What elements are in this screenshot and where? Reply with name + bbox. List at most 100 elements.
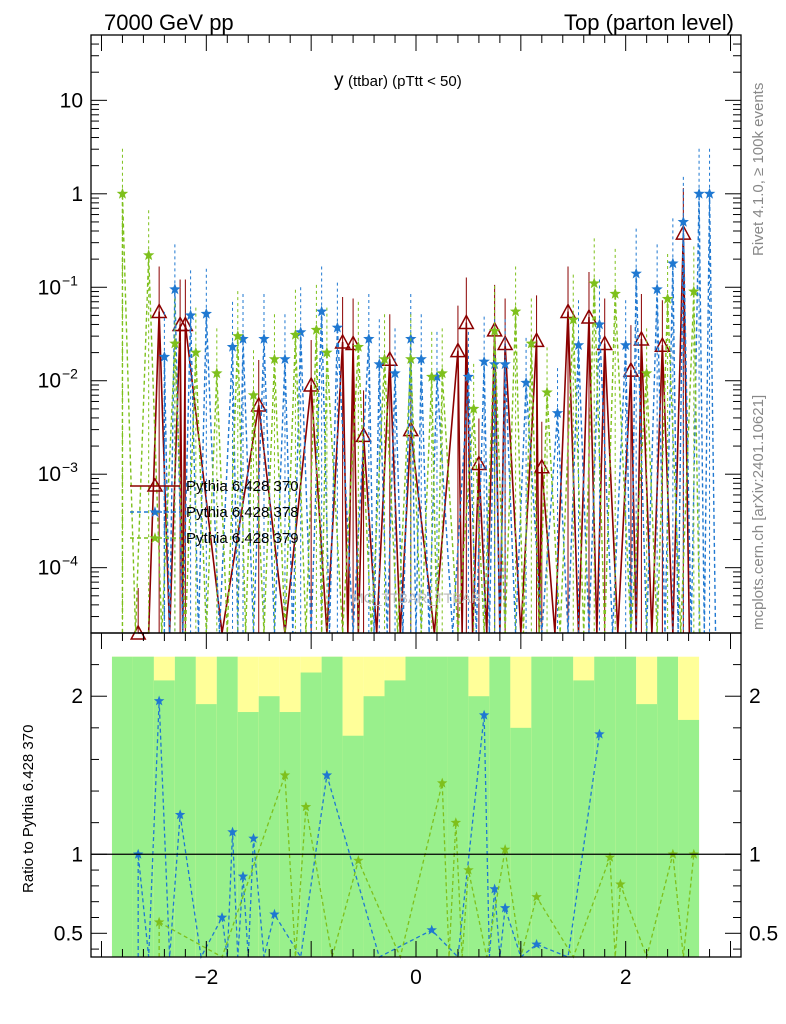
watermark: MC_TTBAR_TTBAR <box>352 590 482 606</box>
legend-marker-blue-star-icon: ★ <box>130 504 180 521</box>
y-tick-label: 10 <box>60 89 83 112</box>
ratio-point-star <box>531 938 542 949</box>
plot-title: y (ttbar) (pTtt < 50) <box>334 70 462 92</box>
data-point-star <box>551 407 564 418</box>
x-tick-label: 2 <box>620 966 632 989</box>
green-band-bin <box>195 704 217 957</box>
legend-entry-370: Pythia 6.428 370 <box>130 475 299 497</box>
data-point-star <box>693 187 705 199</box>
y-tick-label: 10 <box>38 276 61 299</box>
ratio-y-tick-label-right: 2 <box>749 685 761 708</box>
data-point-star <box>378 353 391 364</box>
data-point-star <box>232 330 244 341</box>
data-point-star <box>389 367 401 379</box>
svg-text:★: ★ <box>148 504 161 521</box>
data-point-star <box>289 328 302 340</box>
ratio-point-star <box>227 826 238 837</box>
data-point-star <box>169 337 181 349</box>
green-band-bin <box>573 680 595 957</box>
legend-entry-379: ★ Pythia 6.428 379 <box>130 527 299 549</box>
legend-label-370: Pythia 6.428 370 <box>186 477 299 495</box>
green-band-bin <box>657 656 679 957</box>
data-point-star <box>116 187 129 199</box>
data-point-triangle <box>596 334 613 351</box>
ratio-point-star <box>153 695 165 706</box>
y-tick-label: 10 <box>38 370 61 393</box>
header-right: Top (parton level) <box>564 10 734 35</box>
green-band-bin <box>468 696 490 957</box>
data-point-star <box>211 367 223 379</box>
data-point-star <box>184 309 197 321</box>
data-point-star <box>268 353 281 364</box>
green-band-bin <box>300 672 322 957</box>
header-left: 7000 GeV pp <box>104 10 234 35</box>
data-point-star <box>488 325 501 336</box>
data-point-star <box>661 292 674 304</box>
green-band-bin <box>636 704 658 957</box>
y-tick-exponent: −1 <box>62 272 78 288</box>
ratio-point-star <box>463 864 474 875</box>
legend-marker-triangle-icon <box>130 477 180 492</box>
data-point-star <box>426 370 438 382</box>
series-line-1 <box>163 193 717 634</box>
y-tick-label: 10 <box>38 557 61 580</box>
green-band-bin <box>405 656 427 957</box>
data-point-star <box>295 326 307 338</box>
data-point-star <box>703 187 716 199</box>
data-point-triangle <box>654 336 671 352</box>
svg-text:★: ★ <box>148 530 161 547</box>
data-point-triangle <box>334 333 351 349</box>
series-layer <box>116 148 717 960</box>
green-band-bin <box>384 680 406 957</box>
x-tick-label: 0 <box>410 966 422 989</box>
ratio-bands <box>111 656 700 957</box>
x-tick-label: −2 <box>194 966 218 989</box>
data-point-star <box>237 332 249 344</box>
data-point-star <box>567 313 579 325</box>
data-point-star <box>279 353 291 364</box>
ratio-line-1 <box>158 775 695 960</box>
data-point-star <box>363 332 375 344</box>
data-point-star <box>143 249 155 261</box>
data-point-star <box>431 370 443 382</box>
data-point-triangle <box>355 426 372 443</box>
legend-marker-green-star-icon: ★ <box>130 530 180 547</box>
data-point-star <box>415 353 427 364</box>
data-point-star <box>310 323 323 335</box>
plot-title-sub: (ttbar) (pTtt < 50) <box>347 73 462 90</box>
ratio-point-star <box>216 912 228 922</box>
y-tick-label: 1 <box>71 183 83 206</box>
green-band-bin <box>216 656 238 957</box>
green-band-bin <box>510 727 532 957</box>
green-band-bin <box>552 656 574 957</box>
y-tick-label: 10 <box>38 463 61 486</box>
green-band-bin <box>258 696 280 957</box>
data-point-star <box>462 370 475 382</box>
data-point-star <box>499 358 511 370</box>
data-point-star <box>200 307 212 319</box>
data-point-star <box>331 321 344 333</box>
data-point-star <box>588 277 600 289</box>
data-point-star <box>315 305 328 317</box>
data-point-triangle <box>528 331 545 348</box>
ratio-point-star <box>426 924 437 935</box>
ratio-point-star <box>300 801 312 812</box>
y-tick-exponent: −2 <box>62 366 78 382</box>
legend-label-379: Pythia 6.428 379 <box>186 529 299 547</box>
ratio-point-star <box>450 817 462 828</box>
green-band-bin <box>531 656 553 957</box>
data-point-star <box>321 346 333 358</box>
ratio-point-star <box>604 851 616 862</box>
ratio-point-star <box>353 855 364 865</box>
y-tick-exponent: −4 <box>62 553 78 569</box>
green-band-bin <box>132 656 154 957</box>
ratio-point-star <box>489 883 500 894</box>
data-point-triangle <box>449 342 467 358</box>
data-point-triangle <box>470 454 488 471</box>
data-point-star <box>169 283 181 295</box>
ratio-line-0 <box>137 700 601 960</box>
data-point-star <box>688 285 700 297</box>
ratio-point-star <box>174 809 186 820</box>
